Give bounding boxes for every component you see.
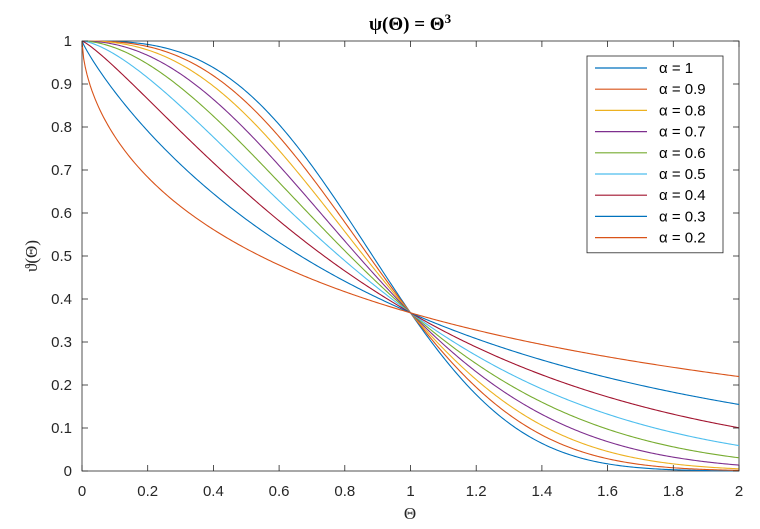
y-tick-label: 0.9 [51,76,72,93]
legend-label: α = 1 [659,60,693,77]
y-tick-label: 0.8 [51,119,72,136]
x-tick-label: 1.4 [531,483,552,500]
legend-label: α = 0.3 [659,208,706,225]
x-tick-label: 1 [406,483,414,500]
y-axis-label: ϑ(Θ) [22,240,41,272]
legend-label: α = 0.6 [659,145,706,162]
legend-label: α = 0.8 [659,102,706,119]
legend-label: α = 0.7 [659,124,706,141]
x-tick-label: 0.2 [137,483,158,500]
y-tick-label: 0.1 [51,420,72,437]
series-line-alpha-0-2 [81,40,740,378]
x-tick-label: 0.6 [269,483,290,500]
y-axis-ticks: 0 0.1 0.2 0.3 0.4 0.5 0.6 0.7 0.8 0.9 1 [51,33,739,480]
x-tick-label: 0.8 [334,483,355,500]
y-tick-label: 0.4 [51,291,72,308]
x-tick-label: 1.2 [466,483,487,500]
x-tick-label: 0 [78,483,86,500]
x-axis-label: Θ [404,504,416,523]
x-tick-label: 2 [735,483,743,500]
y-tick-label: 0.5 [51,248,72,265]
curves-group [81,40,740,472]
y-tick-label: 0.6 [51,205,72,222]
x-tick-label: 1.8 [663,483,684,500]
legend-label: α = 0.4 [659,187,706,204]
y-tick-label: 1 [64,33,72,50]
y-tick-label: 0 [64,463,72,480]
y-tick-label: 0.2 [51,377,72,394]
legend-label: α = 0.9 [659,81,706,98]
chart-title: ψ(Θ) = Θ3 [369,11,452,35]
x-tick-label: 0.4 [203,483,224,500]
x-tick-label: 1.6 [597,483,618,500]
legend: α = 1 α = 0.9 α = 0.8 α = 0.7 α = 0.6 α = 0.5… [586,55,724,254]
y-tick-label: 0.3 [51,334,72,351]
legend-label: α = 0.2 [659,230,706,247]
y-tick-label: 0.7 [51,162,72,179]
x-axis-ticks: 0 0.2 0.4 0.6 0.8 1 1.2 1.4 1.6 1.8 2 [78,41,743,500]
legend-label: α = 0.5 [659,166,706,183]
